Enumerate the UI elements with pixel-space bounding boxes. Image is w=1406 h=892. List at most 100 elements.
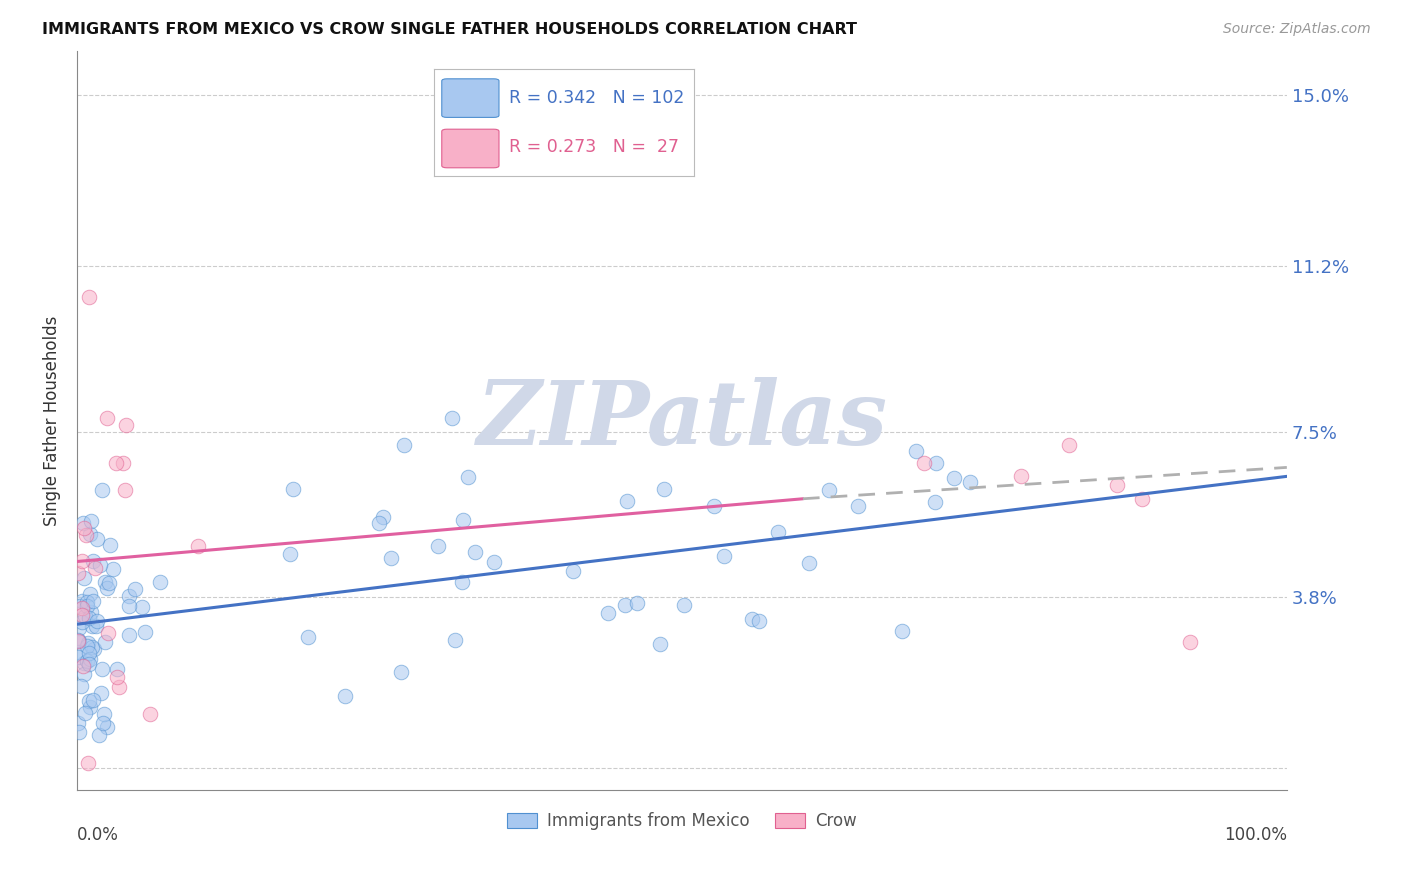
Point xyxy=(67,724,90,739)
Point xyxy=(138,706,160,721)
Point xyxy=(82,554,104,568)
Text: Source: ZipAtlas.com: Source: ZipAtlas.com xyxy=(1223,22,1371,37)
Point xyxy=(82,593,104,607)
Point xyxy=(652,482,675,496)
Point xyxy=(67,715,90,730)
Point xyxy=(72,554,94,568)
Point xyxy=(94,635,117,649)
Point xyxy=(77,693,100,707)
Point xyxy=(904,443,927,458)
Point xyxy=(598,607,620,621)
Point xyxy=(93,706,115,721)
Point xyxy=(79,699,101,714)
Point xyxy=(80,514,103,528)
Point xyxy=(890,624,912,639)
Point xyxy=(118,627,141,641)
Point xyxy=(562,564,585,578)
Point xyxy=(75,528,97,542)
Point xyxy=(1107,478,1129,492)
Point xyxy=(925,456,948,470)
Point xyxy=(114,483,136,497)
Point xyxy=(70,600,93,615)
Point xyxy=(76,595,98,609)
Text: 100.0%: 100.0% xyxy=(1223,826,1286,844)
Point xyxy=(149,575,172,590)
Point xyxy=(1010,469,1032,483)
Point xyxy=(79,651,101,665)
Point xyxy=(90,686,112,700)
Point xyxy=(72,594,94,608)
Point xyxy=(187,539,209,553)
Point xyxy=(70,680,93,694)
Text: IMMIGRANTS FROM MEXICO VS CROW SINGLE FATHER HOUSEHOLDS CORRELATION CHART: IMMIGRANTS FROM MEXICO VS CROW SINGLE FA… xyxy=(42,22,858,37)
Point xyxy=(80,640,103,655)
Point xyxy=(614,598,637,612)
Point xyxy=(96,581,118,595)
Point xyxy=(616,494,638,508)
Point xyxy=(105,670,128,684)
Point xyxy=(69,599,91,614)
Point xyxy=(367,516,389,530)
Point xyxy=(1057,438,1080,452)
Point xyxy=(959,475,981,490)
Point xyxy=(118,589,141,603)
Point xyxy=(73,571,96,585)
Point xyxy=(98,576,121,591)
Point xyxy=(77,610,100,624)
Point xyxy=(67,644,90,658)
Point xyxy=(97,626,120,640)
Point xyxy=(1130,491,1153,506)
Point xyxy=(105,662,128,676)
Point xyxy=(86,532,108,546)
Point xyxy=(280,547,302,561)
Point xyxy=(333,689,356,703)
Point xyxy=(444,633,467,648)
Point xyxy=(283,483,305,497)
Point xyxy=(70,615,93,630)
Point xyxy=(77,290,100,304)
Point xyxy=(76,599,98,614)
Point xyxy=(943,471,966,485)
Text: 0.0%: 0.0% xyxy=(77,826,120,844)
Text: ZIPatlas: ZIPatlas xyxy=(477,377,887,464)
Point xyxy=(464,544,486,558)
Point xyxy=(73,666,96,681)
Point xyxy=(104,456,127,470)
Point xyxy=(79,526,101,541)
Y-axis label: Single Father Households: Single Father Households xyxy=(44,315,60,525)
Point xyxy=(77,646,100,660)
Point xyxy=(713,549,735,564)
Point xyxy=(451,575,474,590)
Point xyxy=(96,720,118,734)
Point xyxy=(82,618,104,632)
Point xyxy=(76,654,98,668)
Point xyxy=(427,539,450,553)
Point xyxy=(131,600,153,615)
Point xyxy=(124,582,146,596)
Point xyxy=(1178,635,1201,649)
Point xyxy=(114,418,136,433)
Point xyxy=(67,634,90,648)
Point xyxy=(87,728,110,742)
Point xyxy=(392,438,415,452)
Point xyxy=(380,551,402,566)
Point xyxy=(86,614,108,628)
Point xyxy=(451,513,474,527)
Point xyxy=(72,516,94,531)
Point xyxy=(766,524,789,539)
Point xyxy=(111,456,134,470)
Point xyxy=(89,558,111,573)
Point xyxy=(912,456,935,470)
Point xyxy=(67,634,90,648)
Point xyxy=(98,538,121,552)
Point xyxy=(818,483,841,497)
Point xyxy=(846,500,869,514)
Point xyxy=(741,612,763,626)
Point xyxy=(77,756,100,771)
Point xyxy=(101,562,124,576)
Point xyxy=(672,598,695,612)
Point xyxy=(297,630,319,644)
Point xyxy=(67,566,90,581)
Point xyxy=(72,659,94,673)
Point xyxy=(371,509,394,524)
